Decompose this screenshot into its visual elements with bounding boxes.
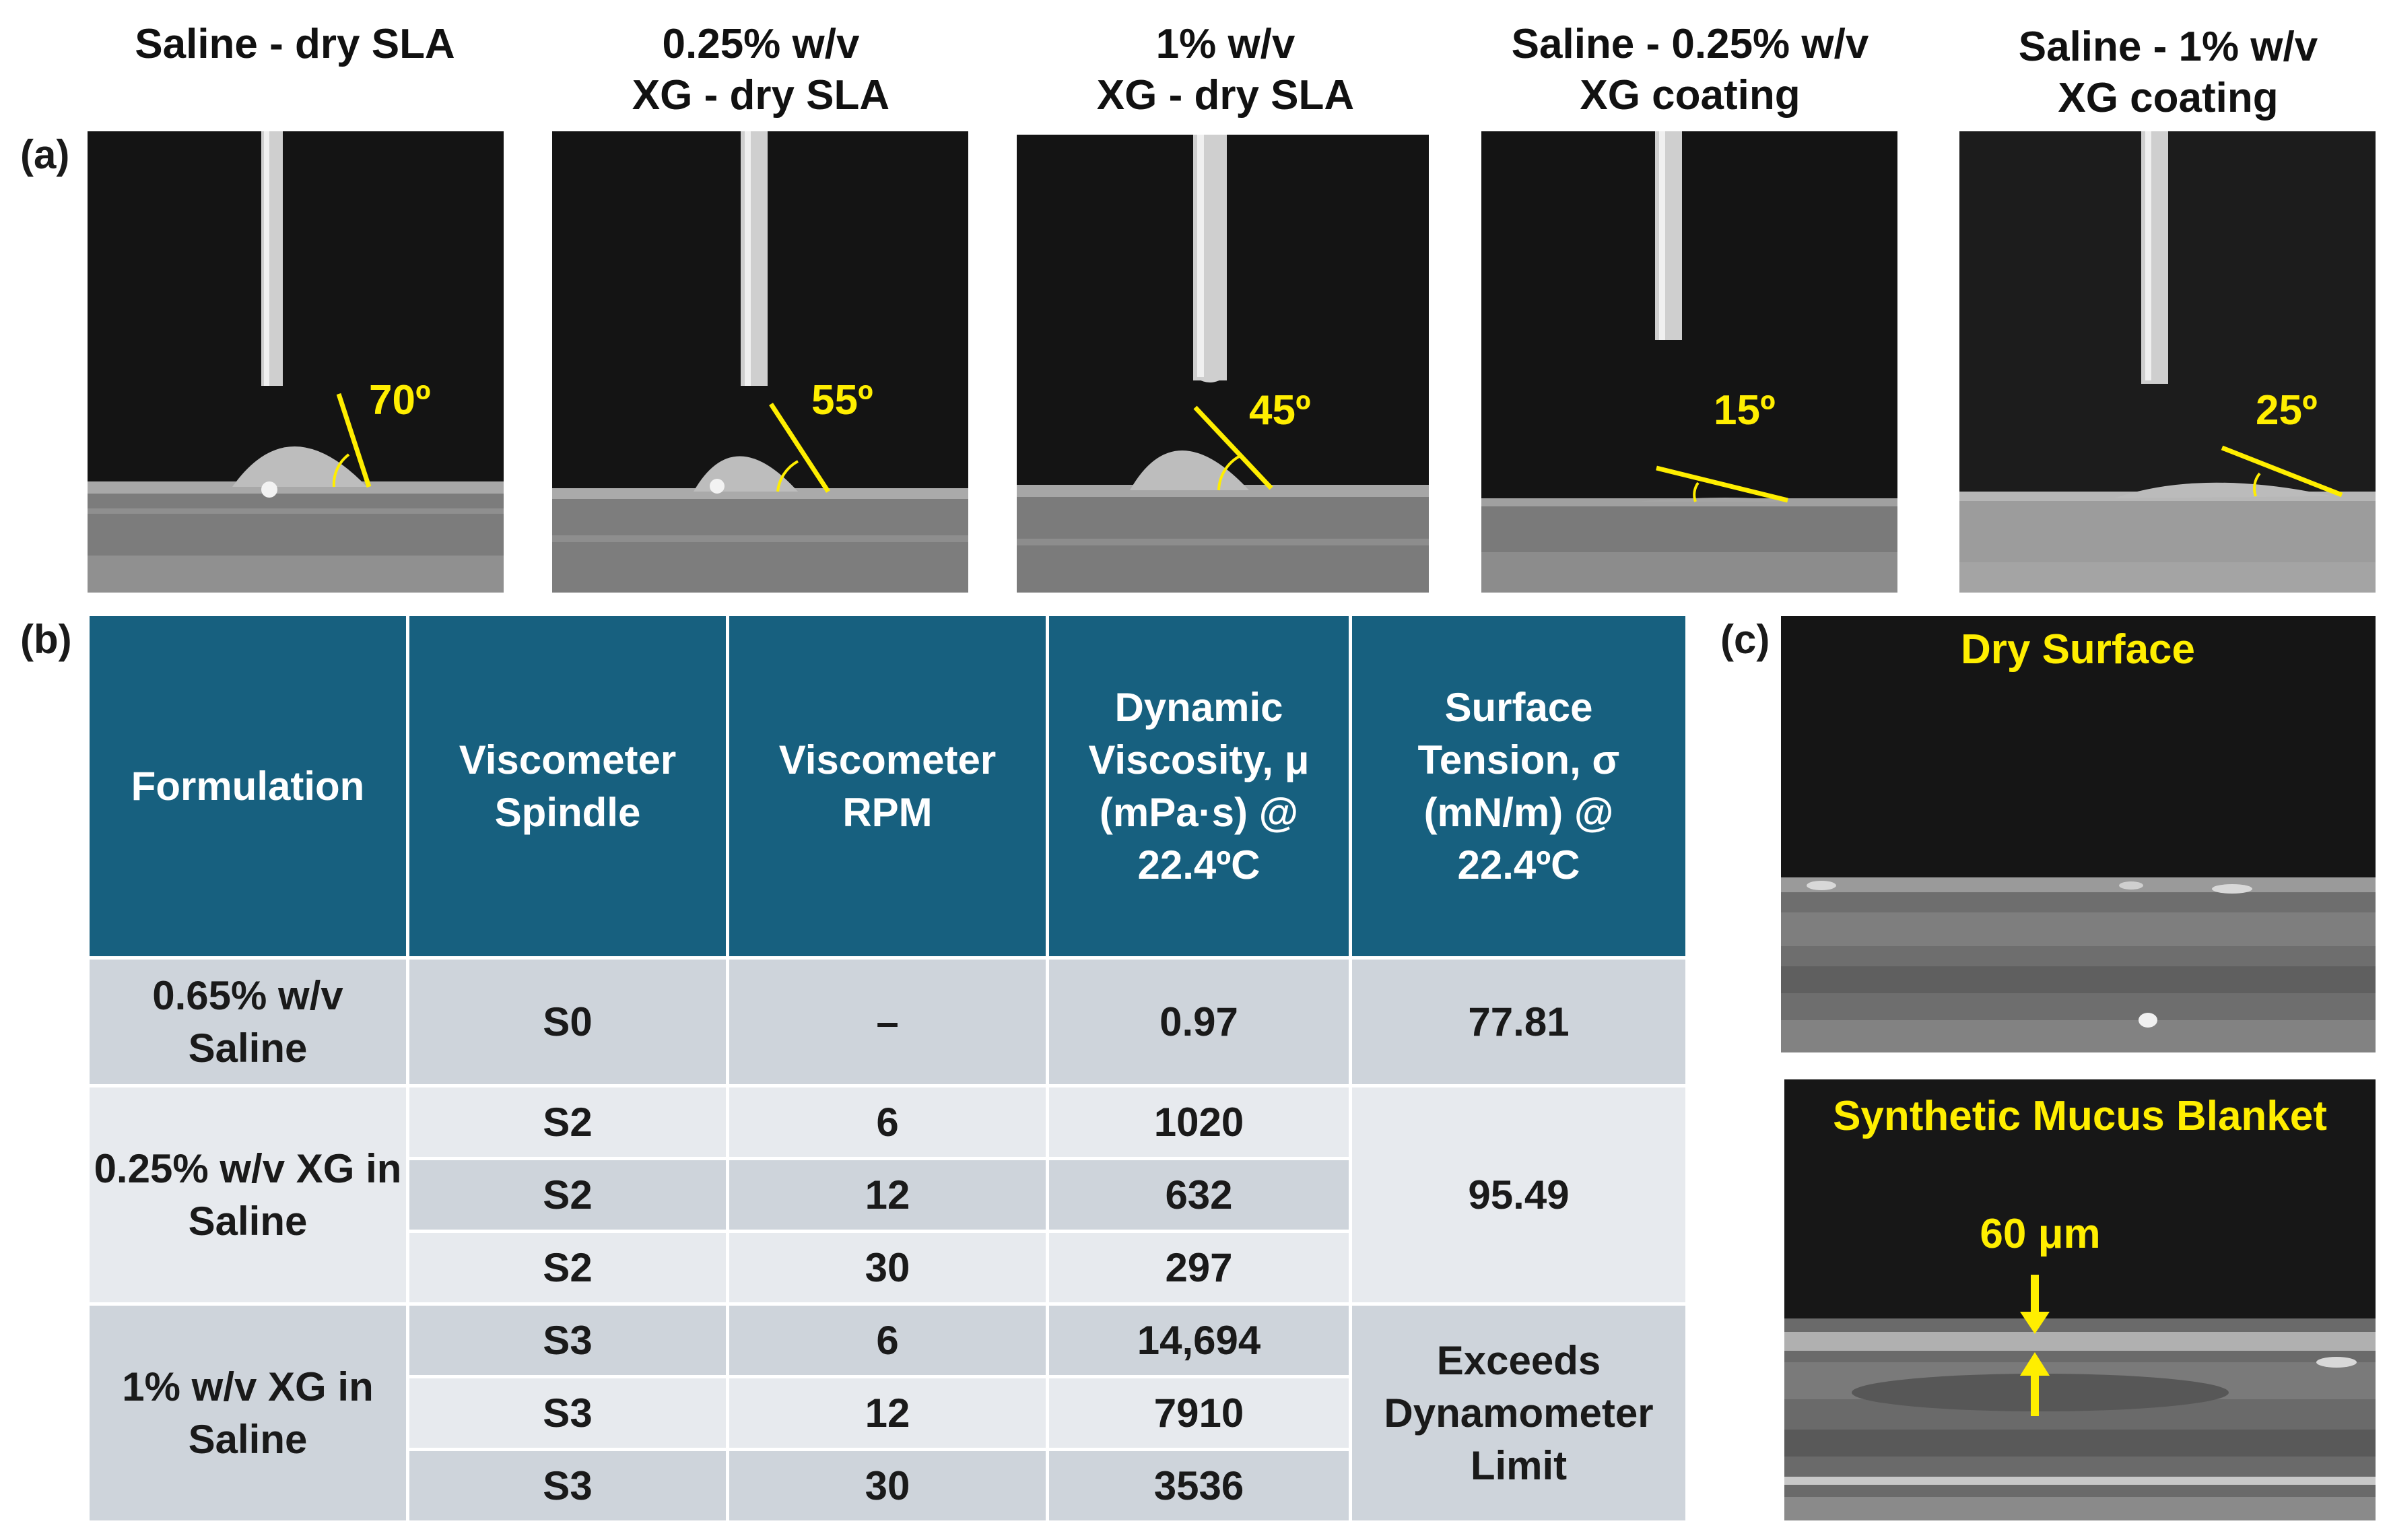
panel-label-b: (b)	[20, 617, 72, 662]
dry-surface-title: Dry Surface	[1961, 626, 2195, 673]
header-tension: Surface Tension, σ (mN/m) @ 22.4ºC	[1349, 613, 1689, 960]
mucus-blanket-title: Synthetic Mucus Blanket	[1833, 1093, 2327, 1139]
formulation-cell: 1% w/v XG in Saline	[86, 1302, 409, 1524]
droplet-image-025xg-dry: 55º	[552, 131, 968, 593]
spindle-cell: S2	[406, 1084, 729, 1160]
mucus-blanket-image: Synthetic Mucus Blanket 60 μm	[1784, 1079, 2376, 1520]
header-spindle: Viscometer Spindle	[406, 613, 729, 960]
droplet-image-saline-dry: 70º	[88, 131, 504, 593]
angle-label-1xg-dry: 45º	[1249, 387, 1311, 434]
viscosity-table: Formulation Viscometer Spindle Viscomete…	[86, 613, 1689, 1524]
tension-cell: 77.81	[1349, 956, 1689, 1087]
spindle-cell: S3	[406, 1375, 729, 1451]
spindle-cell: S3	[406, 1302, 729, 1378]
droplet-image-1xg-dry: 45º	[1017, 135, 1429, 593]
table-row: S2 30 297	[88, 1230, 1687, 1306]
tension-cell: 95.49	[1349, 1084, 1689, 1306]
panel-label-a: (a)	[20, 132, 70, 177]
rpm-cell: 6	[726, 1084, 1049, 1160]
table-row: 0.65% w/v Saline S0 – 0.97 77.81	[86, 956, 1689, 1087]
formulation-cell: 0.65% w/v Saline	[86, 956, 409, 1087]
caption-saline-1xg-coating: Saline - 1% w/v XG coating	[2018, 24, 2318, 121]
table-row: S3 30 3536	[88, 1448, 1687, 1524]
angle-label-025xg-dry: 55º	[811, 377, 873, 424]
viscosity-cell: 297	[1046, 1230, 1352, 1306]
header-viscosity: Dynamic Viscosity, μ (mPa·s) @ 22.4ºC	[1046, 613, 1352, 960]
thickness-label: 60 μm	[1980, 1211, 2100, 1257]
header-rpm: Viscometer RPM	[726, 613, 1049, 960]
spindle-cell: S3	[406, 1448, 729, 1524]
rpm-cell: –	[726, 956, 1049, 1087]
panel-label-c: (c)	[1720, 617, 1770, 662]
droplet-image-saline-025xg-coating: 15º	[1481, 131, 1897, 593]
angle-label-saline-025xg-coating: 15º	[1714, 387, 1776, 434]
rpm-cell: 30	[726, 1448, 1049, 1524]
rpm-cell: 12	[726, 1157, 1049, 1233]
droplet-image-saline-1xg-coating: 25º	[1959, 131, 2376, 593]
spindle-cell: S2	[406, 1230, 729, 1306]
table-row: 0.25% w/v XG in Saline S2 6 1020 95.49	[86, 1084, 1689, 1306]
caption-saline-dry: Saline - dry SLA	[135, 21, 455, 67]
caption-025xg-dry: 0.25% w/v XG - dry SLA	[632, 21, 890, 119]
viscosity-cell: 7910	[1046, 1375, 1352, 1451]
spindle-cell: S0	[406, 956, 729, 1087]
tension-cell: Exceeds Dynamometer Limit	[1349, 1302, 1689, 1524]
rpm-cell: 6	[726, 1302, 1049, 1378]
viscosity-cell: 1020	[1046, 1084, 1352, 1160]
angle-label-saline-1xg-coating: 25º	[2256, 387, 2318, 434]
table-header-row: Formulation Viscometer Spindle Viscomete…	[86, 613, 1689, 960]
spindle-cell: S2	[406, 1157, 729, 1233]
caption-saline-025xg-coating: Saline - 0.25% w/v XG coating	[1511, 21, 1869, 119]
table-row: S3 12 7910	[88, 1375, 1687, 1451]
rpm-cell: 30	[726, 1230, 1049, 1306]
rpm-cell: 12	[726, 1375, 1049, 1451]
viscosity-cell: 0.97	[1046, 956, 1352, 1087]
dry-surface-image: Dry Surface	[1781, 616, 2376, 1052]
viscosity-cell: 14,694	[1046, 1302, 1352, 1378]
viscosity-cell: 632	[1046, 1157, 1352, 1233]
table-row: 1% w/v XG in Saline S3 6 14,694 Exceeds …	[86, 1302, 1689, 1524]
angle-label-saline-dry: 70º	[369, 377, 431, 424]
caption-1xg-dry: 1% w/v XG - dry SLA	[1096, 21, 1355, 119]
header-formulation: Formulation	[86, 613, 409, 960]
formulation-cell: 0.25% w/v XG in Saline	[86, 1084, 409, 1306]
table-row: S2 12 632	[88, 1157, 1687, 1233]
viscosity-cell: 3536	[1046, 1448, 1352, 1524]
